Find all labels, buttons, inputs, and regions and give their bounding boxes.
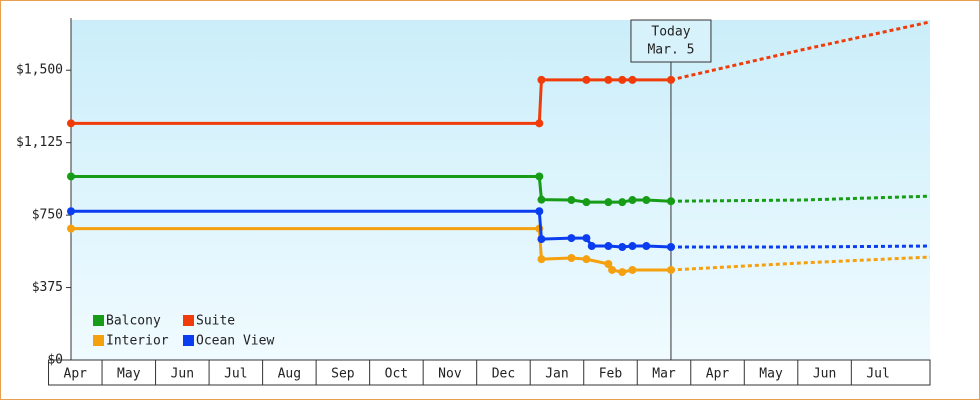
x-tick-label: Dec (492, 367, 515, 382)
point (604, 242, 613, 251)
series-line (71, 227, 671, 274)
point (618, 75, 627, 84)
point (604, 198, 613, 207)
point (618, 198, 627, 207)
x-tick-label: Oct (385, 367, 408, 382)
point (582, 255, 591, 264)
x-tick-label: Mar (652, 367, 676, 382)
point (67, 224, 75, 233)
point (537, 195, 546, 204)
x-tick-label: Apr (706, 367, 730, 382)
x-tick-label: Aug (278, 367, 301, 382)
point (587, 242, 596, 251)
x-tick-label: Jul (224, 367, 247, 382)
point (666, 75, 675, 84)
point (537, 255, 546, 264)
point (604, 259, 613, 268)
point (67, 172, 75, 181)
point (582, 234, 591, 243)
point (618, 242, 627, 251)
point (666, 197, 675, 206)
legend-swatch (183, 315, 194, 326)
point (618, 268, 627, 277)
y-tick-label: $750 (32, 208, 63, 223)
legend-swatch (183, 335, 194, 346)
legend-label: Suite (196, 314, 235, 329)
point (567, 254, 576, 262)
point (628, 75, 637, 84)
x-tick-label: Feb (599, 367, 623, 382)
x-tick-label: May (759, 367, 783, 382)
point (628, 196, 637, 205)
x-tick-label: Jul (866, 367, 889, 382)
plot-area (71, 20, 930, 360)
point (642, 196, 651, 205)
legend-swatch (93, 315, 104, 326)
legend-swatch (93, 335, 104, 346)
point (642, 242, 651, 251)
forecast-line (670, 255, 931, 272)
y-tick-label: $1,125 (16, 135, 63, 150)
legend-label: Ocean View (196, 334, 274, 349)
point (666, 242, 675, 251)
x-tick-label: Nov (438, 367, 462, 382)
point (535, 172, 544, 181)
point (537, 235, 546, 244)
x-tick-label: Jun (171, 367, 194, 382)
forecast-line (670, 194, 931, 203)
point (567, 196, 576, 205)
point (567, 234, 576, 243)
point (604, 75, 613, 84)
point (537, 75, 546, 84)
forecast-line (670, 244, 931, 249)
series-line (71, 174, 672, 204)
legend-label: Interior (106, 334, 169, 349)
today-label: Today (651, 25, 690, 40)
point (535, 207, 544, 216)
x-axis-band (48, 359, 931, 386)
today-label: Mar. 5 (647, 43, 694, 58)
point (628, 242, 637, 251)
x-tick-label: Jun (813, 367, 836, 382)
point (582, 198, 591, 207)
x-tick-label: Sep (331, 367, 355, 382)
forecast-line (670, 20, 931, 82)
today-box (630, 19, 712, 63)
y-tick-label: $375 (32, 280, 63, 295)
legend-label: Balcony (106, 314, 161, 329)
x-tick-label: May (117, 367, 141, 382)
point (628, 265, 637, 274)
point (608, 265, 617, 274)
x-tick-label: Jan (545, 367, 568, 382)
point (67, 119, 75, 128)
x-tick-label: Apr (64, 367, 88, 382)
point (666, 265, 675, 274)
point (582, 75, 591, 84)
point (67, 207, 75, 216)
point (535, 119, 544, 128)
y-tick-label: $1,500 (16, 63, 63, 78)
